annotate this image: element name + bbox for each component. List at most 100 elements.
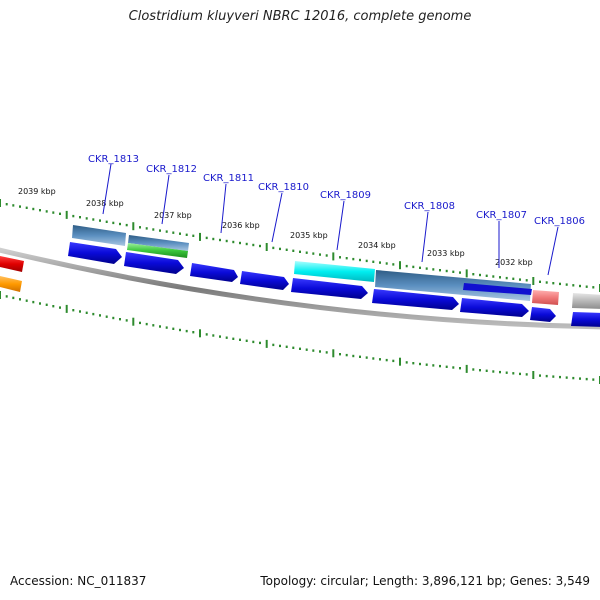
inner-scale-dot: [472, 368, 475, 371]
cyan-feature-ckr1809[interactable]: [294, 261, 375, 282]
outer-scale-dot: [272, 246, 275, 250]
outer-scale-dot: [359, 258, 361, 262]
inner-scale-major-tick: [399, 357, 401, 366]
green-feature-ckr1812[interactable]: [127, 243, 188, 258]
gene-label-ckr1807[interactable]: CKR_1807: [476, 210, 527, 221]
inner-scale-dot: [499, 370, 501, 374]
cds-arrow-ckr1811[interactable]: [190, 263, 238, 282]
leader-ckr1812: [161, 174, 170, 225]
cds-arrow-ckr1810[interactable]: [240, 271, 289, 290]
inner-scale-dot: [45, 303, 48, 306]
inner-scale-dot: [85, 311, 88, 314]
outer-scale-major-tick: [132, 222, 135, 231]
inner-scale-dot: [19, 298, 21, 301]
outer-scale-dot: [25, 206, 28, 209]
inner-scale-dot: [405, 361, 408, 364]
inner-scale-dot: [159, 325, 161, 328]
cds-arrow-ckr1806[interactable]: [530, 307, 556, 322]
cds-arrow-ckr1808[interactable]: [372, 289, 459, 310]
inner-scale-major-tick: [132, 317, 135, 326]
outer-scale-dot: [512, 277, 515, 280]
outer-scale-dot: [565, 283, 568, 286]
cds-arrow-ckr1809[interactable]: [291, 278, 368, 299]
inner-scale-dot: [52, 305, 55, 308]
gene-label-ckr1810[interactable]: CKR_1810: [258, 182, 309, 193]
inner-scale-dot: [245, 339, 248, 342]
inner-scale-major-tick: [65, 304, 68, 313]
outer-scale-dot: [259, 244, 261, 248]
red-feature[interactable]: [0, 256, 24, 272]
outer-scale-dot: [92, 218, 95, 221]
outer-scale-dot: [479, 273, 481, 277]
outer-scale-dots: [0, 199, 600, 292]
gene-label-ckr1806[interactable]: CKR_1806: [534, 216, 585, 227]
scale-label-2032: 2032 kbp: [495, 258, 533, 267]
steel-feature-ckr1808[interactable]: [375, 270, 531, 301]
inner-scale-dot: [425, 363, 428, 366]
cds-track: [68, 242, 600, 327]
outer-scale-dot: [539, 280, 541, 283]
outer-scale-dot: [572, 284, 575, 287]
inner-scale-dot: [552, 375, 555, 378]
scale-label-2033: 2033 kbp: [427, 249, 465, 258]
steel-feature-ckr1812[interactable]: [128, 235, 189, 251]
outer-scale-dot: [312, 252, 315, 255]
gene-label-ckr1809[interactable]: CKR_1809: [320, 190, 371, 201]
inner-scale-dot: [385, 358, 388, 362]
orange-feature[interactable]: [0, 276, 22, 292]
gene-labels: CKR_1813 CKR_1812 CKR_1811 CKR_1810 CKR_…: [88, 154, 585, 227]
inner-scale-dot: [39, 302, 41, 305]
inner-scale-dot: [492, 370, 495, 373]
inner-scale-dot: [352, 354, 355, 358]
outer-scale-dot: [79, 216, 81, 219]
pink-feature-ckr1806[interactable]: [532, 290, 559, 305]
cds-arrow-ckr1807[interactable]: [460, 298, 529, 317]
inner-scale-dot: [299, 347, 301, 350]
inner-scale-dot: [339, 353, 341, 356]
gene-label-ckr1808[interactable]: CKR_1808: [404, 201, 455, 212]
inner-scale-major-tick: [0, 291, 1, 299]
inner-scale-dot: [325, 351, 328, 354]
inner-scale-dot: [519, 372, 521, 376]
inner-scale-dot: [305, 348, 308, 351]
cds-arrow-ckr1812[interactable]: [124, 252, 184, 274]
outer-scale-dot: [485, 274, 488, 277]
inner-scale-dot: [292, 346, 295, 349]
inner-scale-dot: [259, 341, 261, 345]
gene-label-ckr1813[interactable]: CKR_1813: [88, 154, 139, 165]
inner-scale-dot: [559, 375, 561, 379]
inner-scale-dot: [172, 327, 175, 330]
inner-scale-dot: [125, 319, 128, 322]
gene-label-ckr1811[interactable]: CKR_1811: [203, 173, 254, 184]
outer-scale-dot: [112, 221, 115, 225]
cds-arrow-ckr1813[interactable]: [68, 242, 122, 264]
blue-feature-ckr1807[interactable]: [463, 283, 532, 295]
steel-feature-ckr1813[interactable]: [72, 225, 126, 246]
outer-scale-ring: [0, 199, 600, 292]
outer-scale-dot: [325, 254, 328, 257]
gene-label-ckr1812[interactable]: CKR_1812: [146, 164, 197, 175]
outer-scale-dot: [19, 205, 21, 208]
outer-scale-dot: [352, 257, 355, 261]
outer-scale-dot: [492, 275, 495, 278]
inner-scale-dot: [479, 369, 481, 372]
inner-scale-dot: [592, 378, 595, 381]
map-title: Clostridium kluyveri NBRC 12016, complet…: [128, 9, 472, 24]
outer-scale-dot: [519, 278, 521, 281]
cds-arrow-next[interactable]: [571, 312, 600, 327]
inner-scale-dot: [119, 318, 121, 321]
outer-scale-dot: [172, 231, 175, 234]
inner-scale-dot: [232, 337, 235, 340]
outer-scale-dot: [525, 279, 528, 282]
outer-scale-dot: [472, 273, 475, 276]
outer-scale-dot: [372, 260, 375, 263]
outer-scale-dot: [212, 237, 215, 241]
grey-feature[interactable]: [572, 293, 600, 309]
inner-scale-dot: [485, 369, 488, 372]
inner-scale-dot: [585, 377, 588, 381]
inner-scale-dot: [565, 376, 568, 379]
outer-scale-dot: [45, 210, 48, 213]
inner-scale-dot: [5, 295, 8, 298]
inner-scale-major-tick: [332, 349, 335, 358]
outer-scale-dot: [72, 214, 75, 218]
